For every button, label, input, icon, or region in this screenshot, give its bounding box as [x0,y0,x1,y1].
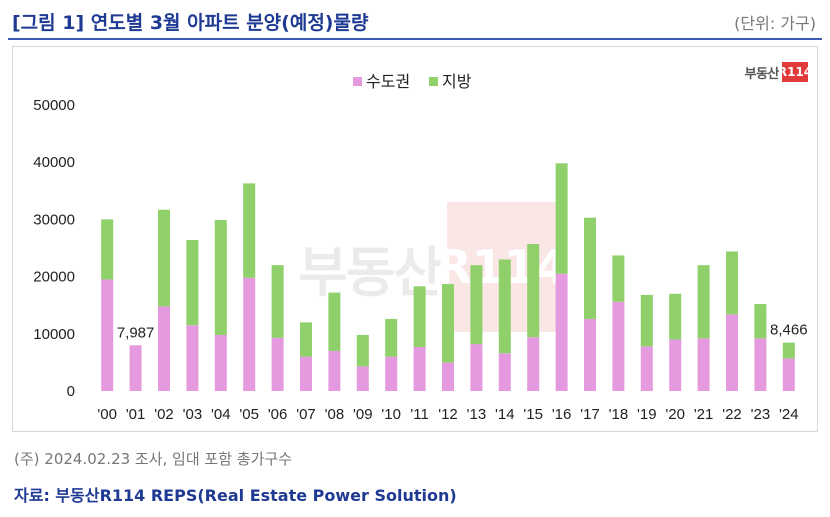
bar-capital [555,273,568,391]
x-tick-label: '15 [523,406,543,423]
x-tick-label: '22 [722,406,742,423]
bar-regional [442,284,454,363]
brand-logo: 부동산 R114 [744,62,812,82]
unit-label: (단위: 가구) [734,14,816,33]
legend-label: 수도권 [366,73,410,91]
x-tick-label: '06 [268,406,288,423]
y-tick-label: 30000 [33,211,75,228]
x-tick-label: '12 [438,406,458,423]
bar-regional [754,304,767,339]
bar-capital [101,279,114,391]
bar-capital [697,338,710,391]
legend-label: 지방 [442,73,472,91]
bar-regional [413,286,426,347]
legend-swatch [429,77,438,86]
bar-capital [498,353,511,391]
x-tick-label: '21 [694,406,714,423]
bar-capital [214,334,227,391]
x-tick-label: '20 [665,406,685,423]
x-tick-label: '09 [353,406,373,423]
bar-regional [300,322,312,357]
bar-capital [527,337,540,391]
logo-mark: R114 [778,62,812,82]
bar-regional [385,318,398,357]
x-tick-label: '05 [239,406,259,423]
x-tick-label: '04 [211,406,231,423]
x-tick-label: '00 [97,406,117,423]
bar-regional [782,342,795,359]
x-tick-label: '18 [609,406,629,423]
bar-regional [697,265,710,339]
bar-regional [186,239,199,326]
bar-capital [271,337,284,391]
bar-capital [442,362,454,391]
data-label: 8,466 [770,322,808,339]
bar-regional [101,219,114,280]
y-tick-label: 0 [67,383,75,400]
chart-area: 부동산 R114 0 10000 20000 30000 40000 50000 '00 '0… [12,46,818,432]
data-label: 7,987 [117,324,155,341]
bar-regional [584,217,596,319]
bar-capital [640,346,653,391]
bar-regional [527,243,540,338]
y-tick-label: 40000 [33,154,75,171]
bar-regional [470,265,483,345]
bar-capital [782,358,795,391]
bar-regional [498,259,511,354]
page-title: [그림 1] 연도별 3월 아파트 분양(예정)물량 [12,12,369,34]
x-tick-label: '03 [183,406,203,423]
x-tick-label: '11 [410,406,428,423]
bar-regional [271,265,284,338]
bar-regional [726,251,738,315]
x-tick-label: '23 [751,406,771,423]
x-tick-label: '17 [580,406,600,423]
bar-capital [726,314,738,391]
bar-capital [413,346,426,391]
x-tick-label: '24 [779,406,799,423]
bar-capital [243,277,256,391]
x-tick-label: '02 [154,406,174,423]
bar-capital [158,306,170,391]
x-tick-label: '13 [467,406,487,423]
bar-regional [214,219,227,335]
x-tick-label: '08 [325,406,345,423]
bar-capital [129,345,142,391]
bar-capital [186,325,199,391]
bar-regional [612,255,625,302]
y-tick-label: 10000 [33,326,75,343]
logo-text: 부동산 [744,66,780,82]
x-tick-label: '10 [381,406,401,423]
title-divider [8,38,822,40]
bar-regional [328,292,341,351]
source-line: 자료: 부동산R114 REPS(Real Estate Power Solut… [14,486,457,505]
bar-regional [356,334,369,367]
y-tick-label: 50000 [33,97,75,114]
bar-capital [612,301,625,391]
x-tick-label: '16 [552,406,572,423]
bar-regional [243,183,256,278]
bar-capital [584,318,596,391]
bar-capital [754,338,767,391]
x-tick-label: '19 [637,406,657,423]
bar-chart: 0 10000 20000 30000 40000 50000 '00 '01 '02 '03 '0… [33,73,808,423]
footnote: (주) 2024.02.23 조사, 임대 포함 총가구수 [14,450,292,468]
x-tick-label: '01 [126,406,146,423]
bar-capital [300,356,312,391]
bar-capital [669,339,682,391]
bar-regional [669,293,682,340]
x-tick-label: '14 [495,406,515,423]
legend-swatch [353,77,362,86]
bar-regional [158,209,170,307]
bar-regional [640,294,653,347]
bar-capital [328,350,341,391]
bar-capital [385,356,398,391]
bar-regional [555,163,568,274]
y-tick-label: 20000 [33,269,75,286]
x-tick-label: '07 [296,406,316,423]
bar-capital [470,344,483,391]
bar-capital [356,366,369,391]
